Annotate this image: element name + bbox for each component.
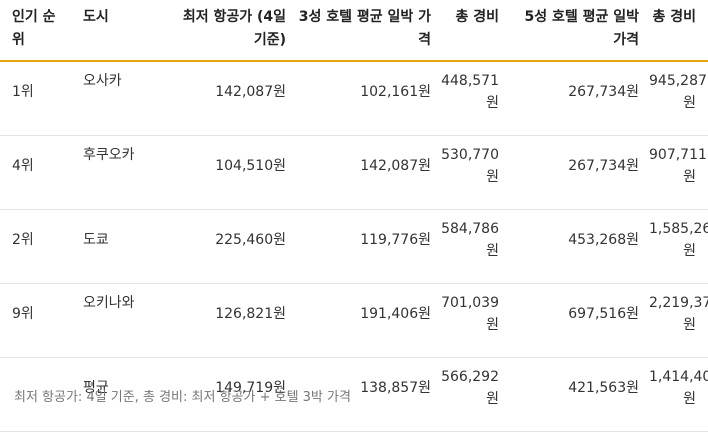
cell-rank: 1위 (0, 61, 71, 136)
cell-airfare: 104,510원 (165, 135, 290, 210)
cell-city: 오키나와 (71, 283, 165, 358)
cell-total3: 584,786원 (435, 209, 505, 284)
cell-total3: 701,039원 (435, 283, 505, 358)
cell-total3: 530,770원 (435, 135, 505, 210)
cell-hotel5: 453,268원 (505, 209, 645, 284)
cell-hotel5: 267,734원 (505, 135, 645, 210)
header-hotel5: 5성 호텔 평균 일박 가격 (505, 0, 645, 62)
cell-airfare: 126,821원 (165, 283, 290, 358)
cell-city: 도쿄 (71, 209, 165, 284)
cell-city: 후쿠오카 (71, 135, 165, 210)
cell-total3: 566,292원 (435, 357, 505, 432)
table-row: 4위 후쿠오카 104,510원 142,087원 530,770원 267,7… (0, 135, 708, 210)
cell-hotel5: 421,563원 (505, 357, 645, 432)
cell-total5: 907,711원 (645, 135, 708, 210)
cell-total5: 1,414,408원 (645, 357, 708, 432)
header-row: 인기 순위 도시 최저 항공가 (4일 기준) 3성 호텔 평균 일박 가격 총… (0, 0, 708, 62)
table-row: 2위 도쿄 225,460원 119,776원 584,786원 453,268… (0, 209, 708, 284)
header-airfare: 최저 항공가 (4일 기준) (165, 0, 290, 62)
header-hotel3: 3성 호텔 평균 일박 가격 (290, 0, 435, 62)
header-total3: 총 경비 (435, 0, 505, 62)
cell-rank: 4위 (0, 135, 71, 210)
cell-total5: 1,585,265원 (645, 209, 708, 284)
header-total5: 총 경비 (645, 0, 708, 62)
cell-city: 오사카 (71, 61, 165, 136)
table-header: 인기 순위 도시 최저 항공가 (4일 기준) 3성 호텔 평균 일박 가격 총… (0, 0, 708, 62)
cell-hotel3: 142,087원 (290, 135, 435, 210)
cell-airfare: 225,460원 (165, 209, 290, 284)
cell-total5: 945,287원 (645, 61, 708, 136)
table-body: 1위 오사카 142,087원 102,161원 448,571원 267,73… (0, 61, 708, 432)
cell-hotel3: 191,406원 (290, 283, 435, 358)
header-city: 도시 (71, 0, 165, 62)
table-row: 1위 오사카 142,087원 102,161원 448,571원 267,73… (0, 61, 708, 136)
cell-total3: 448,571원 (435, 61, 505, 136)
cell-hotel3: 102,161원 (290, 61, 435, 136)
table-row: 9위 오키나와 126,821원 191,406원 701,039원 697,5… (0, 283, 708, 358)
cell-rank: 9위 (0, 283, 71, 358)
cell-airfare: 142,087원 (165, 61, 290, 136)
cell-hotel5: 267,734원 (505, 61, 645, 136)
header-rank: 인기 순위 (0, 0, 71, 62)
cell-rank: 2위 (0, 209, 71, 284)
cell-hotel5: 697,516원 (505, 283, 645, 358)
cell-total5: 2,219,370원 (645, 283, 708, 358)
cell-hotel3: 119,776원 (290, 209, 435, 284)
table-footnote: 최저 항공가: 4일 기준, 총 경비: 최저 항공가 + 호텔 3박 가격 (14, 390, 351, 405)
